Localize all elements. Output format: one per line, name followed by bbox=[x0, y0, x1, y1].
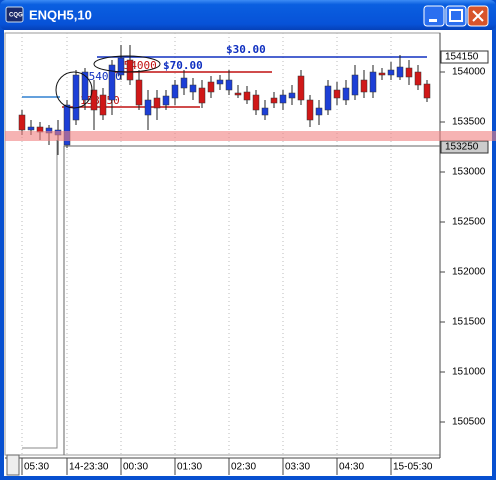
close-glyph bbox=[472, 10, 484, 22]
candle-body bbox=[414, 71, 422, 86]
candle-body bbox=[225, 79, 233, 91]
candle-body bbox=[63, 104, 71, 146]
candle-body bbox=[27, 126, 35, 131]
y-tick-label: 151000 bbox=[452, 367, 486, 378]
scroll-box[interactable] bbox=[6, 454, 20, 476]
y-tick-label: 152000 bbox=[452, 267, 486, 278]
candle-body bbox=[279, 94, 287, 104]
candle-body bbox=[315, 107, 323, 116]
highlight-band bbox=[5, 131, 496, 141]
y-tick-label: 153500 bbox=[452, 117, 486, 128]
y-tick-label: 154000 bbox=[452, 67, 486, 78]
highlight-ellipse bbox=[93, 55, 161, 73]
candle-body bbox=[198, 87, 206, 104]
candle-body bbox=[99, 94, 107, 116]
candle-body bbox=[189, 84, 197, 93]
candle-body bbox=[387, 69, 395, 76]
reference-line bbox=[22, 140, 58, 449]
reference-line-2 bbox=[63, 145, 440, 455]
candle-body bbox=[135, 79, 143, 106]
candle-body bbox=[81, 71, 89, 101]
plot: 150500 151000 151500 152000 152500 153000 1535… bbox=[18, 33, 489, 475]
candle-body bbox=[18, 114, 26, 131]
candle-body bbox=[234, 92, 242, 96]
candle-body bbox=[90, 89, 98, 111]
maximize-glyph bbox=[449, 9, 463, 22]
window-buttons bbox=[423, 5, 489, 27]
x-tick-label: 01:30 bbox=[177, 462, 202, 473]
price-tag-label: 153250 bbox=[445, 142, 479, 153]
x-tick-label: 02:30 bbox=[231, 462, 256, 473]
x-tick-label: 03:30 bbox=[285, 462, 310, 473]
window-title: ENQH5,10 bbox=[29, 7, 92, 22]
candle-body bbox=[108, 64, 116, 101]
candle-body bbox=[378, 72, 386, 76]
candle-body bbox=[252, 94, 260, 111]
candle-body bbox=[153, 97, 161, 109]
x-tick-label: 04:30 bbox=[339, 462, 364, 473]
x-tick-label: 05:30 bbox=[24, 462, 49, 473]
price-tag-label: 154150 bbox=[445, 52, 479, 63]
candle-body bbox=[333, 89, 341, 99]
highlight-ellipse bbox=[55, 71, 93, 109]
x-tick-label: 14-23:30 bbox=[69, 462, 109, 473]
candle-body bbox=[162, 95, 170, 106]
candle-body bbox=[243, 91, 251, 101]
candle-body bbox=[117, 57, 125, 76]
level-label: $70.00 bbox=[163, 59, 203, 72]
candle-body bbox=[342, 87, 350, 101]
candle-body bbox=[351, 74, 359, 96]
candle-body bbox=[396, 66, 404, 78]
y-tick-label: 150500 bbox=[452, 417, 486, 428]
minimize-glyph bbox=[429, 19, 437, 22]
minimize-button[interactable] bbox=[423, 5, 445, 27]
candle-body bbox=[324, 85, 332, 111]
x-tick-label: 15-05:30 bbox=[393, 462, 433, 473]
x-tick-label: 00:30 bbox=[123, 462, 148, 473]
level-label: $30.00 bbox=[226, 43, 266, 56]
candle-body bbox=[297, 75, 305, 101]
candle-body bbox=[216, 79, 224, 85]
candle-body bbox=[171, 84, 179, 99]
candle-body bbox=[369, 71, 377, 93]
plot-area bbox=[4, 32, 441, 456]
app-icon bbox=[5, 6, 24, 23]
candle-body bbox=[180, 77, 188, 89]
candle-body bbox=[288, 92, 296, 99]
candle-body bbox=[360, 79, 368, 93]
price-tag-box bbox=[440, 50, 489, 64]
app-icon-text: CQG bbox=[9, 13, 23, 19]
candle-body bbox=[144, 99, 152, 116]
candle-body bbox=[72, 74, 80, 121]
candle-body bbox=[126, 59, 134, 81]
y-tick-label: 153000 bbox=[452, 167, 486, 178]
candle-body bbox=[270, 97, 278, 104]
candle-body bbox=[207, 81, 215, 93]
y-tick-label: 151500 bbox=[452, 317, 486, 328]
candle-body bbox=[261, 107, 269, 116]
candle-body bbox=[306, 99, 314, 121]
candle-body bbox=[423, 83, 431, 99]
title-bar bbox=[0, 0, 496, 30]
y-tick-label: 152500 bbox=[452, 217, 486, 228]
candle-body bbox=[405, 67, 413, 78]
